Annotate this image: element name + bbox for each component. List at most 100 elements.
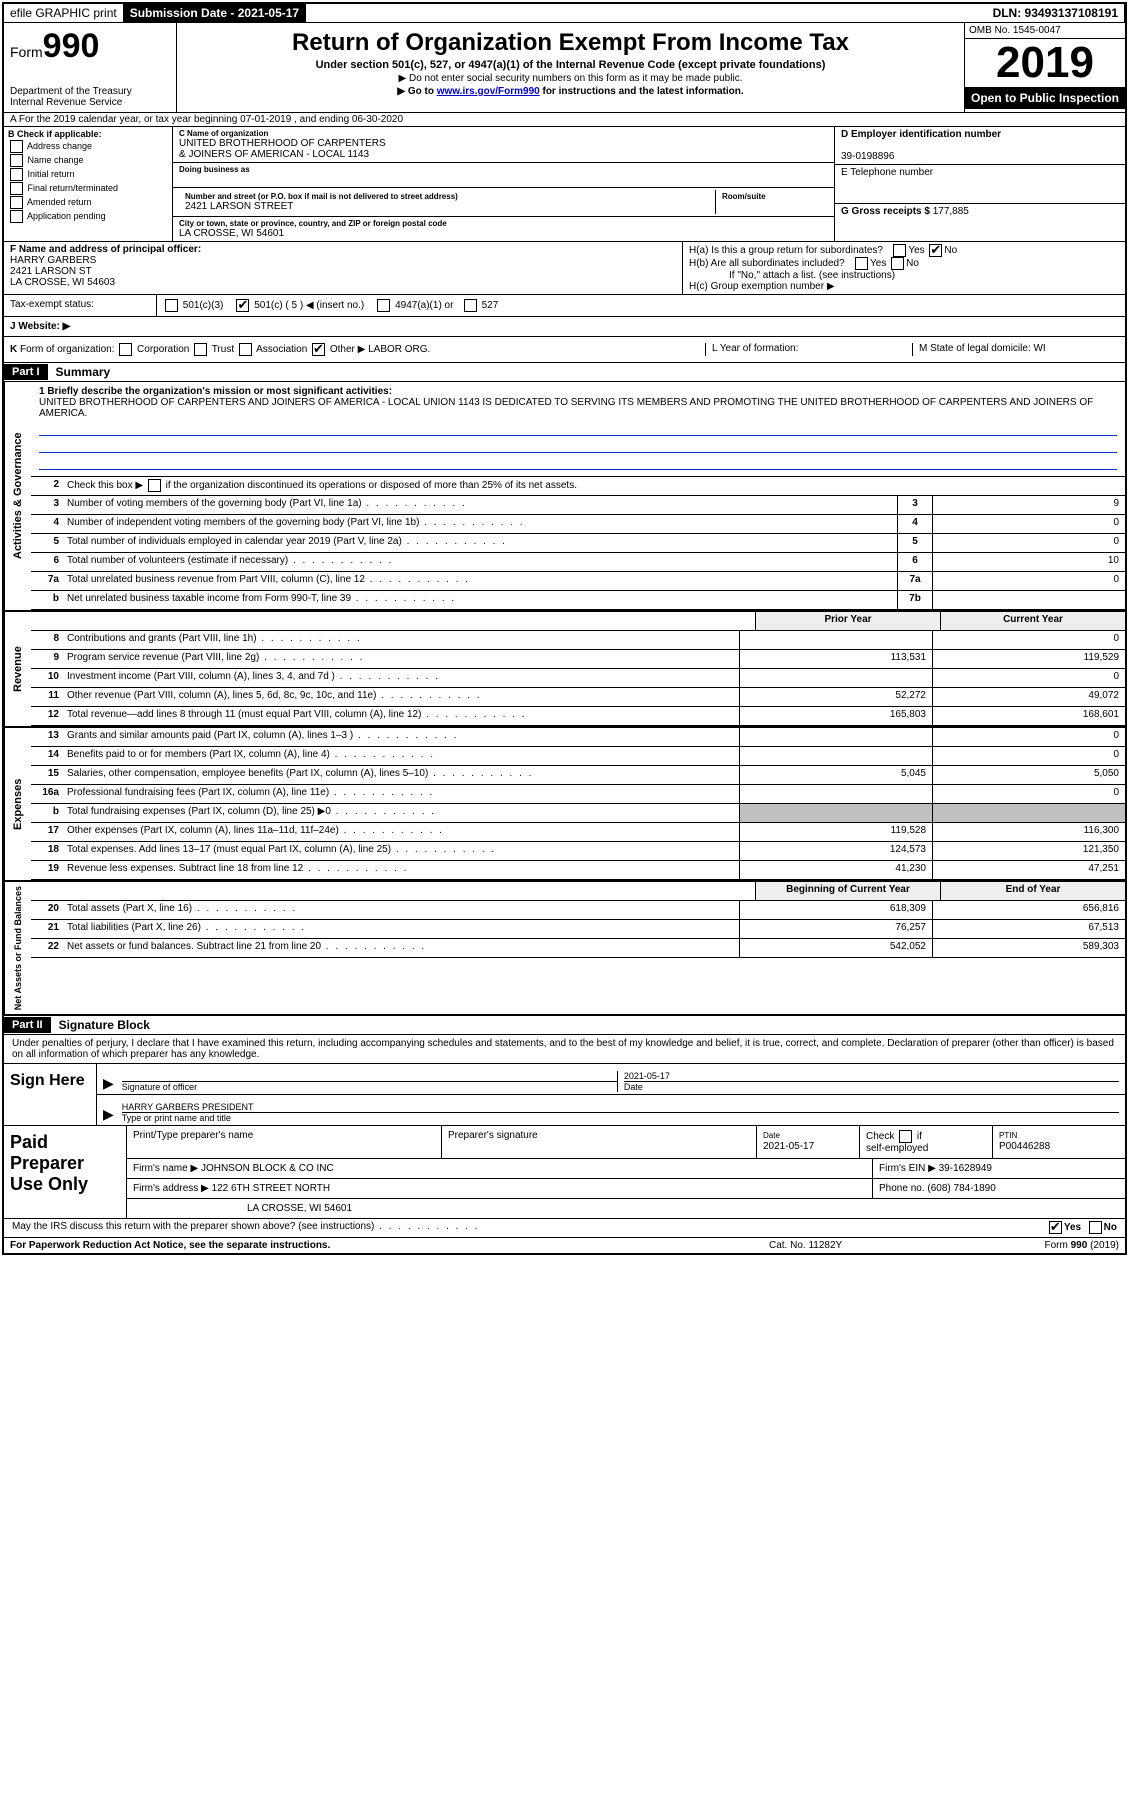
prep-date-lbl: Date — [763, 1131, 780, 1140]
chk-501c[interactable] — [236, 299, 249, 312]
section-b: B Check if applicable: Address change Na… — [4, 127, 173, 241]
form-subtitle-3: ▶ Go to www.irs.gov/Form990 for instruct… — [185, 86, 956, 97]
mission-lbl: 1 Briefly describe the organization's mi… — [39, 386, 392, 397]
gross-lbl: G Gross receipts $ — [841, 206, 930, 217]
section-bc: B Check if applicable: Address change Na… — [4, 127, 1125, 242]
table-row: 6Total number of volunteers (estimate if… — [31, 553, 1125, 572]
chk-amended[interactable] — [10, 196, 23, 209]
sign-here-label: Sign Here — [4, 1064, 97, 1125]
table-row: 11Other revenue (Part VIII, column (A), … — [31, 688, 1125, 707]
sig-date-val: 2021-05-17 — [624, 1071, 670, 1081]
lbl-final-return: Final return/terminated — [28, 183, 119, 193]
hdr-current: Current Year — [940, 612, 1125, 630]
ein-lbl: D Employer identification number — [841, 129, 1001, 140]
part-1-title: Summary — [48, 363, 119, 381]
ha-yes[interactable] — [893, 244, 906, 257]
firm-addr: 122 6TH STREET NORTH — [212, 1183, 331, 1194]
h-c: H(c) Group exemption number ▶ — [689, 281, 1119, 292]
table-row: 19Revenue less expenses. Subtract line 1… — [31, 861, 1125, 880]
city-lbl: City or town, state or province, country… — [179, 219, 828, 228]
firm-phone: (608) 784-1890 — [927, 1183, 995, 1194]
table-row: 10Investment income (Part VIII, column (… — [31, 669, 1125, 688]
tax-status-opts: 501(c)(3) 501(c) ( 5 ) ◀ (insert no.) 49… — [157, 295, 1125, 316]
top-bar: efile GRAPHIC print Submission Date - 20… — [4, 4, 1125, 23]
hdr-prior: Prior Year — [755, 612, 940, 630]
part-1-header: Part I Summary — [4, 363, 1125, 382]
vlabel-expenses: Expenses — [4, 728, 31, 880]
dept-treasury: Department of the Treasury Internal Reve… — [10, 86, 170, 108]
chk-address-change[interactable] — [10, 140, 23, 153]
dln-label: DLN: 93493137108191 — [987, 4, 1125, 22]
footer-right: Form 990 (2019) — [969, 1240, 1119, 1251]
year-formation: L Year of formation: — [705, 343, 912, 356]
table-row: 16aProfessional fundraising fees (Part I… — [31, 785, 1125, 804]
mission-line1 — [39, 421, 1117, 436]
chk-final-return[interactable] — [10, 182, 23, 195]
table-row: 20Total assets (Part X, line 16)618,3096… — [31, 901, 1125, 920]
vlabel-net: Net Assets or Fund Balances — [4, 882, 31, 1014]
open-to-public: Open to Public Inspection — [965, 87, 1125, 109]
lbl-amended: Amended return — [27, 197, 92, 207]
h-b: H(b) Are all subordinates included? Yes … — [689, 257, 1119, 270]
omb-number: OMB No. 1545-0047 — [965, 23, 1125, 39]
ha-text: H(a) Is this a group return for subordin… — [689, 245, 883, 256]
irs-link[interactable]: www.irs.gov/Form990 — [437, 86, 540, 97]
table-row: 15Salaries, other compensation, employee… — [31, 766, 1125, 785]
sig-name-lbl: Type or print name and title — [122, 1112, 1119, 1123]
addr-lbl: Number and street (or P.O. box if mail i… — [185, 192, 709, 201]
discuss-no[interactable] — [1089, 1221, 1102, 1234]
lbl-address-change: Address change — [27, 141, 92, 151]
table-row: 8Contributions and grants (Part VIII, li… — [31, 631, 1125, 650]
form-subtitle-1: Under section 501(c), 527, or 4947(a)(1)… — [185, 59, 956, 71]
h-a: H(a) Is this a group return for subordin… — [689, 244, 1119, 257]
chk-trust[interactable] — [194, 343, 207, 356]
submission-date-btn[interactable]: Submission Date - 2021-05-17 — [124, 4, 306, 22]
chk-line2[interactable] — [148, 479, 161, 492]
table-row: 5Total number of individuals employed in… — [31, 534, 1125, 553]
chk-other[interactable] — [312, 343, 325, 356]
chk-527[interactable] — [464, 299, 477, 312]
website-row: J Website: ▶ — [4, 317, 1125, 337]
table-row: 21Total liabilities (Part X, line 26)76,… — [31, 920, 1125, 939]
phone-lbl: E Telephone number — [841, 167, 933, 178]
footer-left: For Paperwork Reduction Act Notice, see … — [10, 1240, 769, 1251]
table-row: 14Benefits paid to or for members (Part … — [31, 747, 1125, 766]
part-2-header: Part II Signature Block — [4, 1016, 1125, 1035]
chk-assoc[interactable] — [239, 343, 252, 356]
vlabel-activities: Activities & Governance — [4, 382, 31, 610]
org-name: UNITED BROTHERHOOD OF CARPENTERS & JOINE… — [179, 138, 386, 160]
chk-name-change[interactable] — [10, 154, 23, 167]
chk-corp[interactable] — [119, 343, 132, 356]
hb-note: If "No," attach a list. (see instruction… — [689, 270, 1119, 281]
ein-val: 39-0198896 — [841, 151, 894, 162]
chk-initial-return[interactable] — [10, 168, 23, 181]
table-row: bTotal fundraising expenses (Part IX, co… — [31, 804, 1125, 823]
hb-yes[interactable] — [855, 257, 868, 270]
discuss-yes[interactable] — [1049, 1221, 1062, 1234]
tax-year: 2019 — [965, 39, 1125, 87]
prep-name-lbl: Print/Type preparer's name — [127, 1126, 442, 1158]
discuss-yesno: Yes No — [929, 1219, 1125, 1237]
chk-pending[interactable] — [10, 210, 23, 223]
k-form-row: K Form of organization: Corporation Trus… — [4, 337, 1125, 363]
table-row: 7aTotal unrelated business revenue from … — [31, 572, 1125, 591]
irs-discuss-text: May the IRS discuss this return with the… — [12, 1221, 374, 1232]
mission-text: UNITED BROTHERHOOD OF CARPENTERS AND JOI… — [39, 397, 1093, 419]
table-row: 13Grants and similar amounts paid (Part … — [31, 728, 1125, 747]
sig-officer-lbl: Signature of officer — [122, 1081, 617, 1092]
chk-501c3[interactable] — [165, 299, 178, 312]
hb-no[interactable] — [891, 257, 904, 270]
sig-name-val: HARRY GARBERS PRESIDENT — [122, 1102, 254, 1112]
table-row: 22Net assets or fund balances. Subtract … — [31, 939, 1125, 958]
part-2-label: Part II — [4, 1017, 51, 1033]
lbl-pending: Application pending — [27, 211, 106, 221]
vlabel-revenue: Revenue — [4, 612, 31, 726]
form-subtitle-2: ▶ Do not enter social security numbers o… — [185, 73, 956, 84]
chk-self-emp[interactable] — [899, 1130, 912, 1143]
name-lbl: C Name of organization — [179, 129, 828, 138]
efile-label: efile GRAPHIC print — [4, 4, 124, 22]
chk-4947[interactable] — [377, 299, 390, 312]
city-state-zip: LA CROSSE, WI 54601 — [179, 228, 284, 239]
ha-no[interactable] — [929, 244, 942, 257]
officer-lbl: F Name and address of principal officer: — [10, 244, 201, 255]
